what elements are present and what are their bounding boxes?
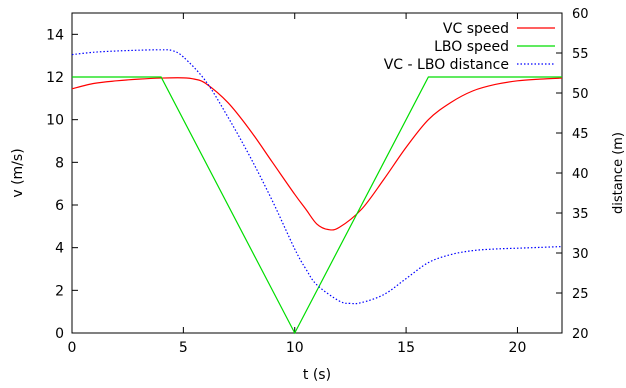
lbo-speed-line	[72, 76, 562, 335]
y2-tick-label: 40	[572, 167, 589, 182]
y2-axis-label: distance (m)	[611, 132, 626, 214]
y2-tick-label: 50	[572, 87, 589, 102]
y-tick-label: 8	[55, 155, 64, 171]
legend-label-vc-speed: VC speed	[443, 21, 509, 37]
x-tick-label: 10	[286, 340, 304, 356]
y-tick-label: 0	[55, 326, 64, 342]
x-tick-label: 5	[179, 340, 188, 356]
y2-tick-label: 20	[572, 327, 589, 342]
plot-lines	[71, 49, 563, 335]
y2-tick-label: 45	[572, 127, 589, 142]
axes: 0 5 10 15 20 0 2 4 6 8 10 12 14 20 25 30 35 40 45 50 55 60	[46, 7, 588, 356]
x-axis-label: t (s)	[303, 367, 331, 383]
vc-lbo-distance-line	[71, 49, 563, 305]
y2-tick-label: 55	[572, 47, 589, 62]
y-tick-label: 2	[55, 283, 64, 299]
vc-speed-line	[71, 77, 563, 231]
y-tick-label: 14	[46, 27, 64, 43]
y-tick-label: 6	[55, 198, 64, 214]
y-axis-label: v (m/s)	[10, 148, 26, 197]
x-tick-label: 20	[509, 340, 527, 356]
y-tick-label: 10	[46, 113, 64, 129]
y2-tick-label: 25	[572, 287, 589, 302]
legend-label-vc-lbo-distance: VC - LBO distance	[384, 57, 509, 73]
legend-label-lbo-speed: LBO speed	[434, 39, 509, 55]
y-tick-label: 12	[46, 70, 64, 86]
legend: VC speed LBO speed VC - LBO distance	[384, 21, 555, 73]
x-tick-label: 0	[68, 340, 77, 356]
y2-tick-label: 35	[572, 207, 589, 222]
x-tick-label: 15	[397, 340, 415, 356]
y2-tick-label: 60	[572, 7, 589, 22]
y-tick-label: 4	[55, 241, 64, 257]
y2-tick-label: 30	[572, 247, 589, 262]
